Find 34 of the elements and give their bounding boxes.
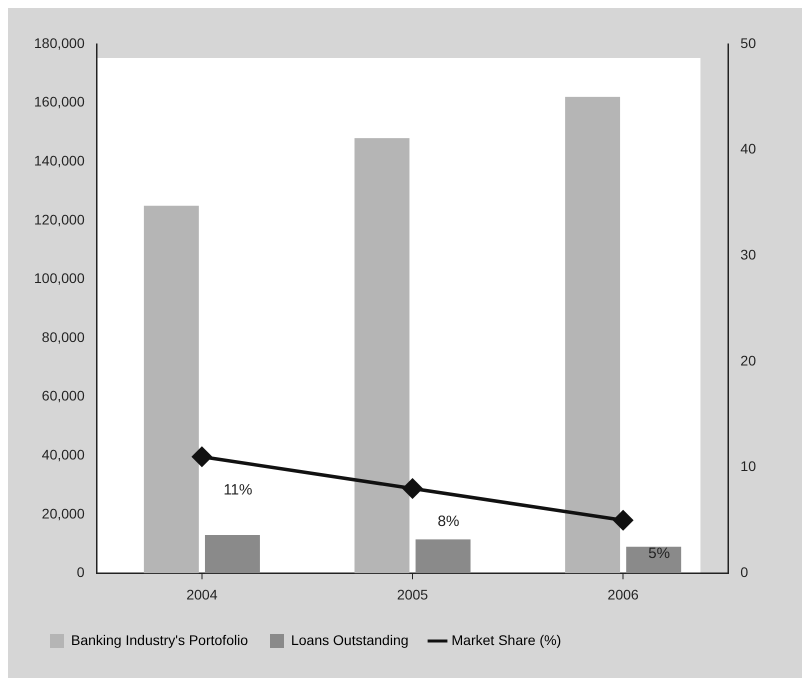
legend-label: Loans Outstanding (290, 632, 409, 648)
x-tick-label: 2006 (608, 586, 639, 602)
y2-tick-label: 0 (740, 564, 748, 580)
y2-tick-label: 50 (740, 34, 756, 51)
y2-tick-label: 40 (740, 140, 756, 157)
point (402, 478, 422, 498)
data-label: 5% (648, 544, 670, 562)
y-tick-label: 80,000 (42, 328, 85, 345)
bar (626, 546, 682, 574)
bar (416, 539, 471, 574)
data-label: 8% (438, 513, 460, 530)
y-tick-label: 120,000 (34, 211, 85, 228)
y-tick-label: 100,000 (34, 270, 85, 286)
y2-tick-label: 10 (740, 458, 756, 474)
y-tick-label: 140,000 (34, 152, 85, 168)
data-label: 11% (223, 481, 252, 498)
bar (144, 206, 199, 574)
y-tick-label: 20,000 (42, 505, 85, 522)
bar (565, 96, 620, 574)
y2-tick-label: 20 (740, 352, 756, 368)
legend-label: Market Share (%) (452, 632, 562, 648)
point (192, 447, 212, 467)
y-tick-label: 60,000 (42, 388, 85, 404)
y2-tick-label: 30 (740, 246, 756, 263)
x-tick-label: 2005 (396, 586, 428, 602)
bar (204, 534, 260, 574)
y-tick-label: 180,000 (34, 34, 85, 51)
point (613, 510, 633, 530)
legend-label: Banking Industry's Portofolio (71, 632, 248, 648)
y-tick-label: 160,000 (34, 94, 85, 110)
x-tick-label: 2004 (186, 586, 218, 602)
y-tick-label: 40,000 (42, 446, 85, 462)
y-tick-label: 0 (76, 564, 85, 580)
bar (354, 138, 410, 574)
